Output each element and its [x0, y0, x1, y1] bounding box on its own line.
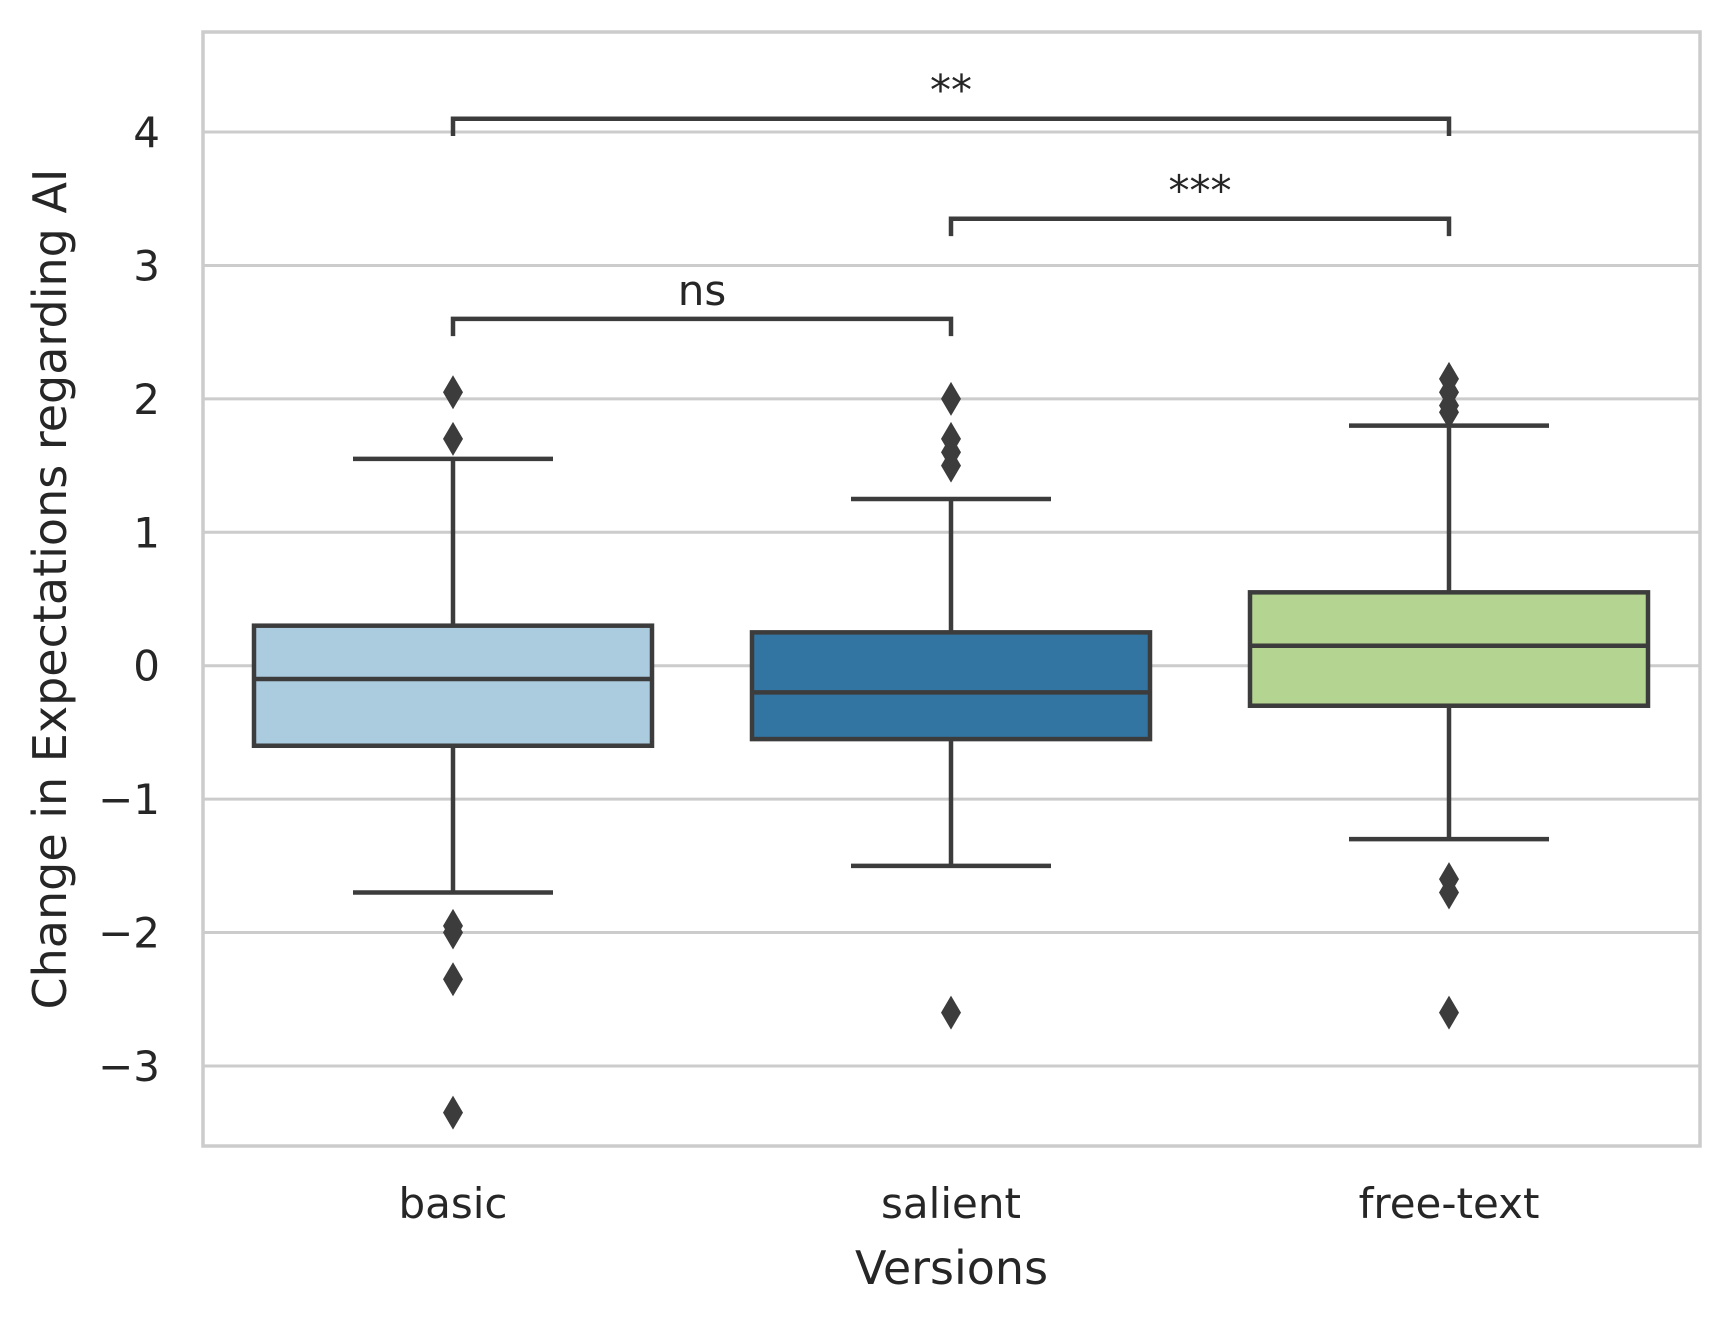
y-tick-label: −3 [98, 1042, 160, 1091]
y-tick-label: 0 [133, 642, 160, 691]
y-tick-label: 2 [133, 375, 160, 424]
y-tick-label: 4 [133, 108, 160, 157]
outlier-point [443, 962, 463, 997]
significance-bracket [948, 216, 1452, 237]
outlier-point [443, 1095, 463, 1130]
box-group [251, 375, 655, 1130]
box-iqr [251, 623, 655, 749]
outlier-point [443, 915, 463, 950]
y-axis-label: Change in Expectations regarding AI [23, 169, 77, 1010]
outlier-point [443, 421, 463, 456]
y-tick-label: 1 [133, 508, 160, 557]
boxes [251, 361, 1651, 1130]
significance-bracket [450, 116, 1452, 137]
box-iqr [1247, 590, 1651, 708]
y-tick-labels: −3 −2 −1 0 1 2 3 4 [98, 108, 160, 1091]
box-group [749, 381, 1153, 1030]
outlier-point [941, 381, 961, 416]
plot-frame [201, 30, 1702, 1148]
y-tick-label: −2 [98, 909, 160, 958]
y-tick-label: 3 [133, 241, 160, 290]
outlier-point [941, 995, 961, 1030]
y-tick-label: −1 [98, 775, 160, 824]
significance-label: *** [1169, 166, 1232, 215]
x-category-label: salient [881, 1179, 1021, 1228]
outlier-point [1439, 875, 1459, 910]
significance-bracket [450, 316, 954, 337]
outlier-point [1439, 995, 1459, 1030]
outlier-point [443, 375, 463, 410]
box-iqr [749, 630, 1153, 742]
x-category-label: free-text [1359, 1179, 1540, 1228]
box-group [1247, 361, 1651, 1030]
significance-label: ** [930, 66, 972, 115]
x-axis-label: Versions [855, 1241, 1048, 1295]
significance-brackets: ns***** [450, 66, 1452, 337]
x-category-label: basic [398, 1179, 507, 1228]
outlier-point [941, 448, 961, 483]
x-category-labels: basic salient free-text [398, 1179, 1539, 1228]
outlier-point [1439, 395, 1459, 430]
significance-label: ns [678, 266, 727, 315]
